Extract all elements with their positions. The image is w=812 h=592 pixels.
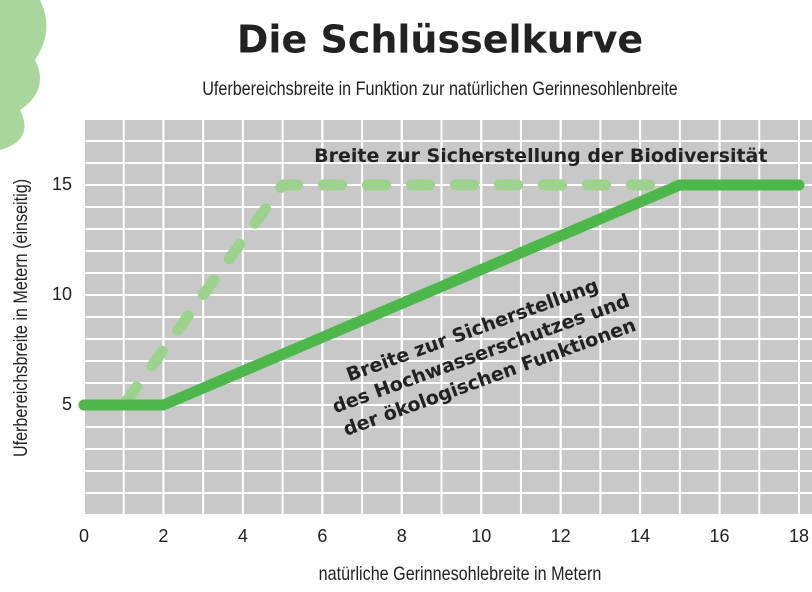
chart: Die Schlüsselkurve Uferbereichsbreite in… <box>0 0 812 588</box>
x-tick-label: 4 <box>238 526 248 546</box>
x-tick-label: 6 <box>317 526 327 546</box>
y-axis-label: Uferbereichsbreite in Metern (einseitig) <box>10 179 32 457</box>
annotation: Breite zur Sicherstellung der Biodiversi… <box>314 145 767 167</box>
y-tick-label: 10 <box>52 284 72 304</box>
y-tick-label: 5 <box>62 394 72 414</box>
x-axis-label: natürliche Gerinnesohlebreite in Metern <box>319 563 602 585</box>
x-tick-label: 8 <box>397 526 407 546</box>
x-tick-label: 12 <box>551 526 571 546</box>
y-tick-label: 15 <box>52 174 72 194</box>
chart-title: Die Schlüsselkurve <box>237 18 643 62</box>
decoration <box>0 0 46 150</box>
x-tick-label: 14 <box>630 526 650 546</box>
chart-subtitle: Uferbereichsbreite in Funktion zur natür… <box>202 78 678 100</box>
x-tick-label: 16 <box>710 526 730 546</box>
x-tick-label: 10 <box>471 526 491 546</box>
x-tick-label: 18 <box>789 526 809 546</box>
annotation-text: Breite zur Sicherstellung der Biodiversi… <box>314 145 767 167</box>
x-tick-label: 0 <box>79 526 89 546</box>
x-tick-label: 2 <box>158 526 168 546</box>
